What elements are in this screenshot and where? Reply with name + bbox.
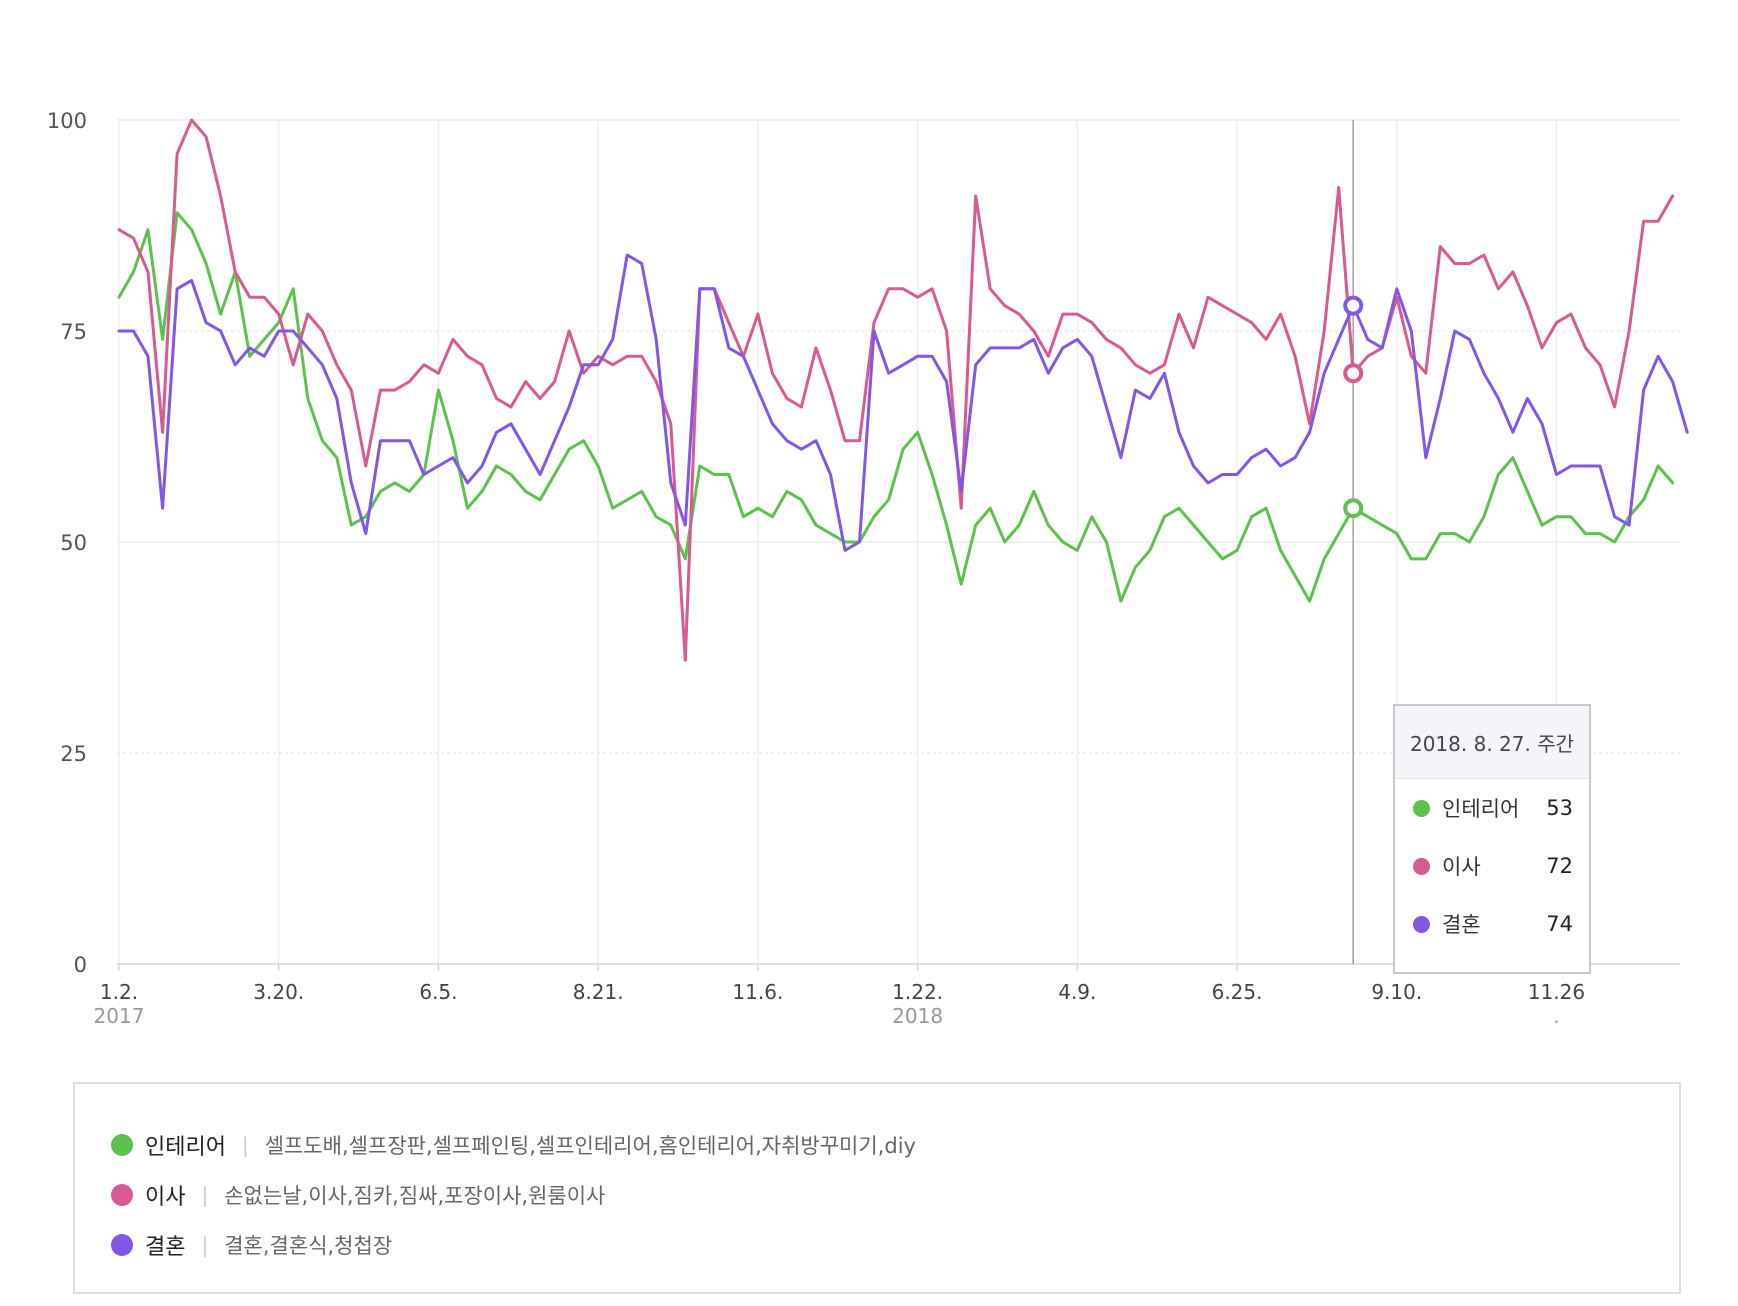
- x-tick-label: 11.26: [1528, 980, 1585, 1004]
- x-tick-label: 4.9.: [1058, 980, 1096, 1004]
- tooltip-row-interior: 인테리어 53: [1395, 779, 1589, 837]
- tooltip-series-value: 53: [1546, 796, 1573, 820]
- chart-tooltip: 2018. 8. 27. 주간 인테리어 53 이사 72 결혼 74: [1393, 704, 1591, 974]
- y-tick-label: 25: [60, 742, 87, 766]
- tooltip-series-name: 결혼: [1442, 913, 1481, 937]
- legend-separator: |: [201, 1233, 209, 1257]
- highlight-marker: [1343, 363, 1364, 384]
- legend-keywords: 손없는날,이사,짐카,짐싸,포장이사,원룸이사: [224, 1184, 606, 1208]
- legend-separator: |: [201, 1183, 209, 1207]
- x-tick-label: 1.2.: [100, 980, 138, 1004]
- y-tick-label: 100: [47, 109, 87, 133]
- moving-dot-icon: [111, 1184, 133, 1206]
- x-tick-year-label: .: [1553, 1004, 1559, 1028]
- series-line-인테리어: [117, 211, 1675, 603]
- x-tick-label: 11.6.: [732, 980, 783, 1004]
- x-tick-label: 6.5.: [419, 980, 457, 1004]
- legend-series-name: 결혼: [145, 1235, 186, 1260]
- y-tick-label: 0: [74, 953, 87, 977]
- moving-dot-icon: [1413, 857, 1430, 875]
- series-line-결혼: [117, 253, 1689, 552]
- tooltip-title: 2018. 8. 27. 주간: [1395, 706, 1589, 779]
- x-tick-year-label: 2018: [892, 1004, 943, 1028]
- legend-series-name: 이사: [145, 1185, 186, 1210]
- tooltip-series-value: 74: [1546, 912, 1573, 936]
- series-line-이사: [117, 118, 1675, 662]
- chart-legend: 인테리어 | 셀프도배,셀프장판,셀프페인팅,셀프인테리어,홈인테리어,자취방꾸…: [73, 1082, 1681, 1294]
- legend-keywords: 결혼,결혼식,청첩장: [224, 1234, 393, 1258]
- x-tick-label: 8.21.: [573, 980, 624, 1004]
- x-tick-label: 3.20.: [253, 980, 304, 1004]
- highlight-marker: [1343, 498, 1364, 519]
- wedding-dot-icon: [111, 1234, 133, 1256]
- tooltip-row-wedding: 결혼 74: [1395, 895, 1589, 953]
- tooltip-series-value: 72: [1546, 854, 1573, 878]
- legend-item-interior[interactable]: 인테리어 | 셀프도배,셀프장판,셀프페인팅,셀프인테리어,홈인테리어,자취방꾸…: [75, 1120, 1679, 1170]
- x-tick-label: 9.10.: [1371, 980, 1422, 1004]
- x-tick-year-label: 2017: [94, 1004, 145, 1028]
- tooltip-row-moving: 이사 72: [1395, 837, 1589, 895]
- tooltip-series-name: 인테리어: [1442, 797, 1520, 821]
- highlight-marker: [1343, 295, 1364, 316]
- interior-dot-icon: [1413, 799, 1430, 817]
- legend-separator: |: [241, 1133, 249, 1157]
- legend-series-name: 인테리어: [145, 1135, 226, 1160]
- y-tick-label: 75: [60, 320, 87, 344]
- legend-item-moving[interactable]: 이사 | 손없는날,이사,짐카,짐싸,포장이사,원룸이사: [75, 1170, 1679, 1220]
- x-tick-label: 6.25.: [1212, 980, 1263, 1004]
- legend-keywords: 셀프도배,셀프장판,셀프페인팅,셀프인테리어,홈인테리어,자취방꾸미기,diy: [264, 1134, 916, 1158]
- x-tick-label: 1.22.: [892, 980, 943, 1004]
- wedding-dot-icon: [1413, 915, 1430, 933]
- line-chart: 0 25 50 75 100 1.2.2017 3.20. 6.5. 8.21. 11.6. 1.2…: [47, 109, 1689, 1028]
- tooltip-series-name: 이사: [1442, 855, 1481, 879]
- y-tick-label: 50: [60, 531, 87, 555]
- legend-item-wedding[interactable]: 결혼 | 결혼,결혼식,청첩장: [75, 1220, 1679, 1270]
- interior-dot-icon: [111, 1134, 133, 1156]
